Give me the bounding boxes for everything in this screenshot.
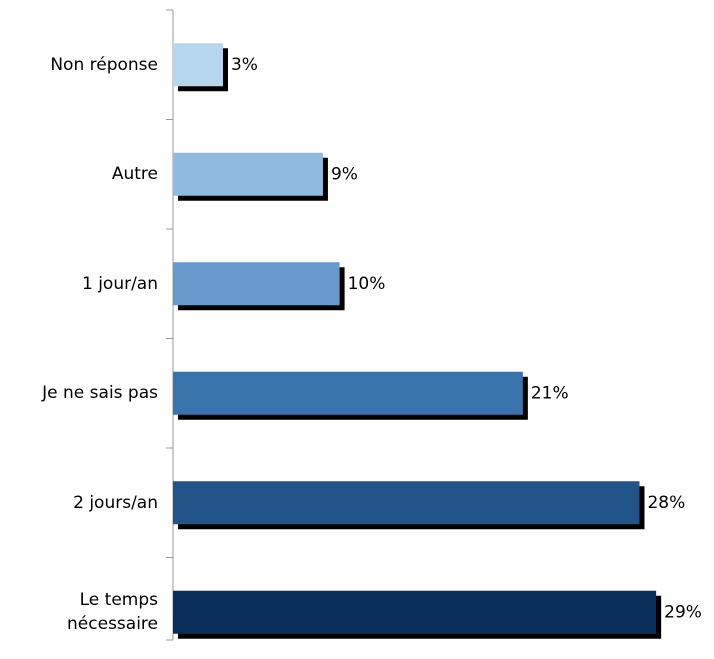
- bar: [173, 590, 657, 634]
- bar: [173, 371, 523, 415]
- value-label: 28%: [647, 493, 685, 513]
- category-label: Je ne sais pas: [42, 383, 158, 404]
- category-label: Autre: [111, 164, 158, 185]
- bar: [173, 43, 223, 87]
- value-label: 21%: [531, 383, 569, 403]
- bar: [173, 152, 323, 196]
- category-label: 1 jour/an: [81, 273, 158, 294]
- value-label: 3%: [231, 55, 258, 75]
- category-label: Le temps nécessaire: [67, 590, 158, 635]
- value-label: 10%: [348, 274, 386, 294]
- category-label: Non réponse: [50, 54, 158, 75]
- bar: [173, 481, 640, 525]
- category-label: 2 jours/an: [73, 492, 158, 513]
- value-label: 29%: [664, 602, 702, 622]
- bar: [173, 262, 340, 306]
- value-label: 9%: [331, 164, 358, 184]
